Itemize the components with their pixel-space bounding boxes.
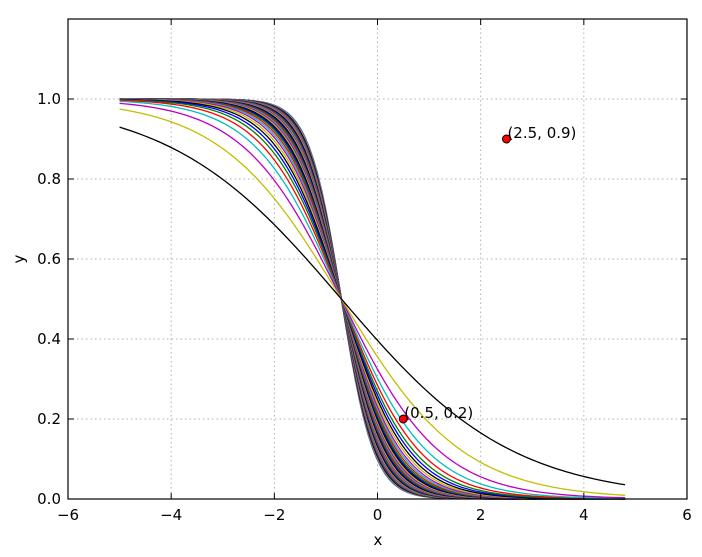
curve-series-3 [119,100,626,500]
data-point [398,414,408,424]
y-tick-label: 0.8 [37,170,61,188]
grid [68,19,687,499]
x-tick-label: 0 [373,506,383,524]
y-tick-label: 0.6 [37,250,61,268]
curve-series-1 [119,108,626,496]
curve-series-2 [119,102,626,499]
curve-series-5 [119,99,626,500]
curve-series-0 [119,126,626,486]
x-tick-label: 4 [579,506,589,524]
y-tick-label: 0.2 [37,410,61,428]
y-tick-label: 0.0 [37,490,61,508]
curves [119,98,626,500]
point-label: (2.5, 0.9) [507,124,576,142]
x-tick-label: −6 [57,506,79,524]
curve-series-31 [119,98,626,500]
point-label: (0.5, 0.2) [404,404,473,422]
ticks: −6 −4 −2 0 2 4 6 0.0 0.2 0.4 0.6 0.8 1.0 [37,19,692,524]
x-tick-label: −2 [263,506,285,524]
y-tick-label: 0.4 [37,330,61,348]
x-tick-label: 6 [682,506,692,524]
y-axis-label: y [10,254,28,263]
data-point [501,134,511,144]
y-tick-label: 1.0 [37,90,61,108]
curve-series-4 [119,99,626,500]
x-tick-label: 2 [476,506,486,524]
annotated-points: (2.5, 0.9) (0.5, 0.2) [398,124,576,424]
x-axis-label: x [374,531,383,549]
x-tick-label: −4 [160,506,182,524]
